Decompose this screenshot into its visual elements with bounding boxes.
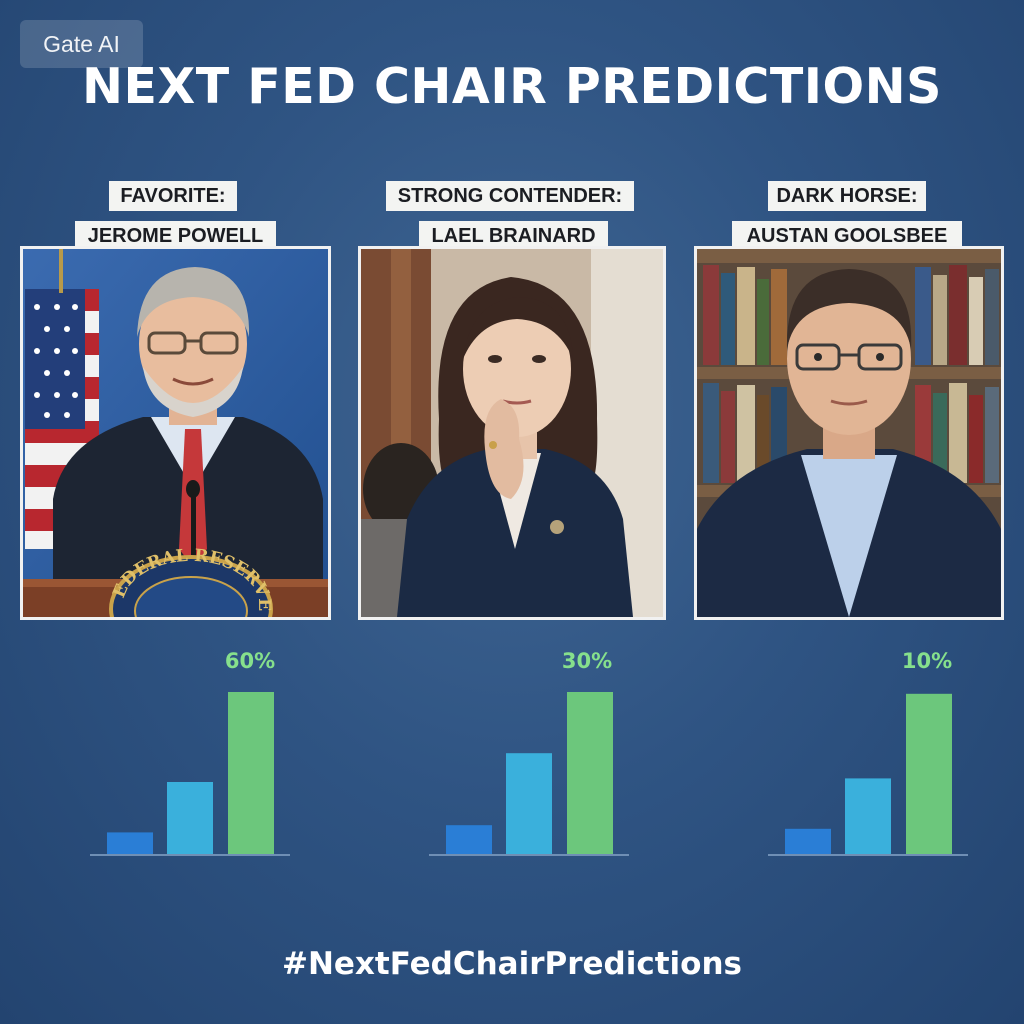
candidate-1-name: JEROME POWELL — [87, 224, 264, 247]
candidate-2-bar-1 — [446, 825, 492, 854]
candidate-1-percent-label: 60% — [225, 649, 275, 673]
candidate-1-photo: FEDERAL RESERVE — [20, 246, 331, 620]
candidate-2-bar-2 — [506, 753, 552, 854]
candidate-2-probability-chart: 30% — [429, 649, 629, 856]
candidate-3-bar-3 — [906, 693, 952, 854]
candidate-3-role: DARK HORSE: — [776, 184, 918, 207]
candidate-3-role-label: DARK HORSE: — [768, 181, 926, 211]
candidate-1-bar-1 — [107, 832, 153, 854]
candidate-3-probability-chart: 10% — [768, 649, 968, 856]
candidate-3-bar-1 — [785, 828, 831, 854]
page-title: NEXT FED CHAIR PREDICTIONS — [82, 58, 942, 115]
candidate-2-name: LAEL BRAINARD — [431, 224, 596, 247]
candidate-1-bar-3 — [228, 692, 274, 854]
candidate-3-percent-label: 10% — [902, 649, 952, 673]
candidate-3-photo — [694, 246, 1004, 620]
portrait-powell-illustration: FEDERAL RESERVE — [23, 249, 328, 617]
candidate-2-role-label: STRONG CONTENDER: — [386, 181, 634, 211]
candidate-1-role-label: FAVORITE: — [109, 181, 237, 211]
hashtag: #NextFedChairPredictions — [281, 946, 743, 982]
portrait-goolsbee-illustration — [697, 249, 1001, 617]
candidate-3-name: AUSTAN GOOLSBEE — [746, 224, 948, 247]
watermark-badge: Gate AI — [20, 20, 143, 68]
watermark-text: Gate AI — [43, 30, 120, 57]
candidate-2-role: STRONG CONTENDER: — [397, 184, 623, 207]
candidate-2-bar-3 — [567, 692, 613, 854]
candidate-3-bar-2 — [845, 778, 891, 854]
candidate-2-percent-label: 30% — [562, 649, 612, 673]
candidate-2-photo — [358, 246, 666, 620]
candidate-1-role: FAVORITE: — [120, 184, 226, 207]
candidate-1-bar-2 — [167, 782, 213, 854]
portrait-brainard-illustration — [361, 249, 663, 617]
candidate-1-probability-chart: 60% — [90, 649, 290, 856]
